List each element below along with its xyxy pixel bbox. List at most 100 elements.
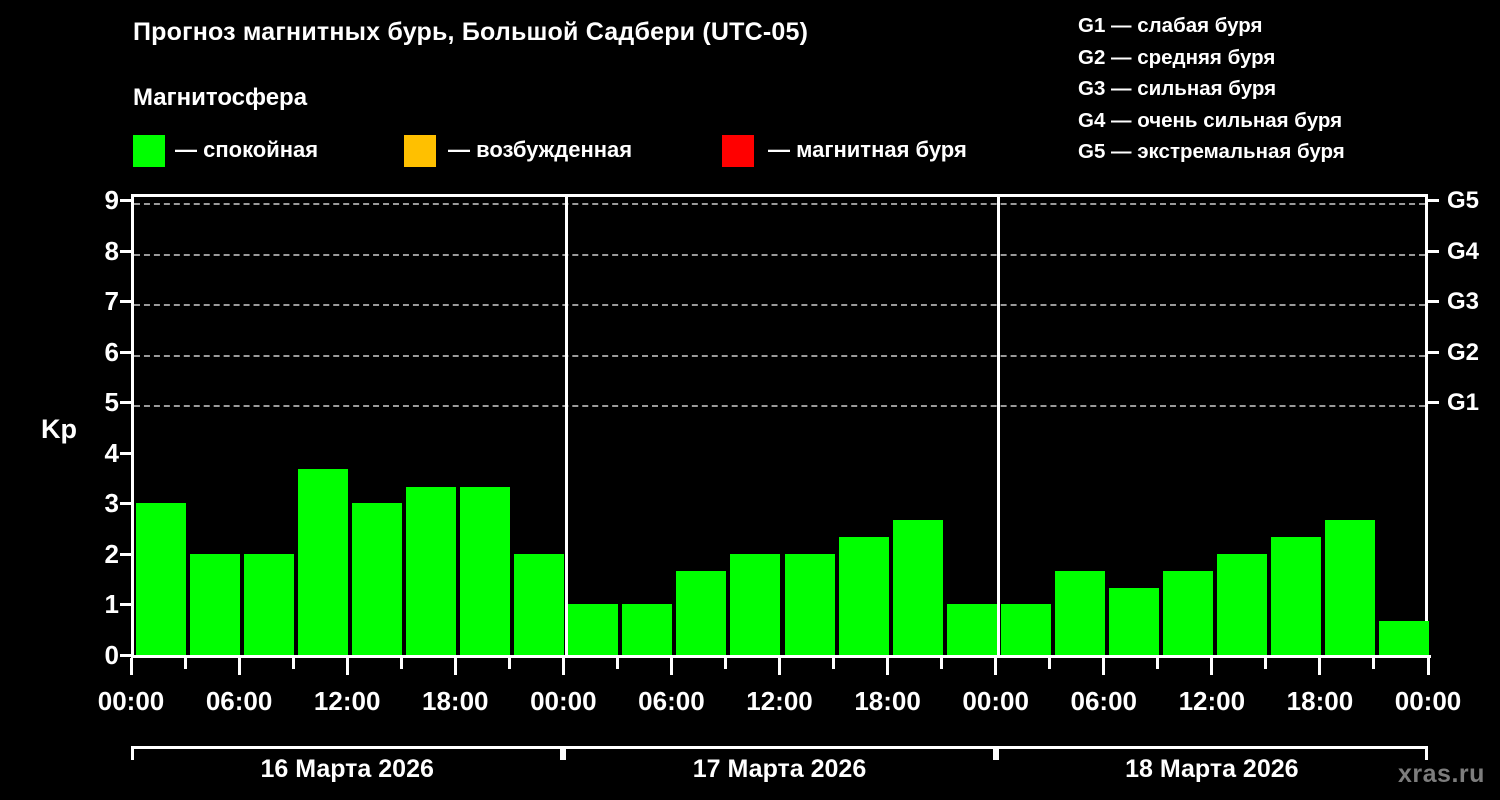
x-axis-time-label: 06:00 <box>638 686 705 716</box>
bar <box>136 503 187 655</box>
x-axis-tick <box>994 658 998 675</box>
gscale-axis-label: G3 <box>1447 288 1480 316</box>
y-axis-tick <box>120 552 131 556</box>
x-axis-time-label: 12:00 <box>746 686 813 716</box>
x-axis-tick <box>507 658 511 669</box>
gscale-axis-label: G2 <box>1447 338 1480 366</box>
gridline <box>134 304 1425 307</box>
day-label: 18 Марта 2026 <box>1125 755 1299 783</box>
bar <box>1108 587 1159 655</box>
watermark: xras.ru <box>1398 760 1485 788</box>
y-axis-title: Kp <box>41 414 77 444</box>
x-axis-tick <box>399 658 403 669</box>
y-axis-tick <box>120 350 131 354</box>
bar <box>1270 537 1321 655</box>
y-axis-tick <box>120 199 131 202</box>
x-axis-tick <box>1318 658 1322 675</box>
y-axis-tick-label: 8 <box>104 235 119 266</box>
gridline <box>134 253 1425 256</box>
x-axis-time-label: 18:00 <box>1286 686 1354 716</box>
y-axis-tick-label: 2 <box>104 538 119 569</box>
x-axis-tick <box>129 658 133 675</box>
x-axis-time-label: 18:00 <box>422 686 489 716</box>
x-axis-time-label: 00:00 <box>530 686 597 716</box>
bar-series <box>134 197 1429 655</box>
x-axis-time-label: 00:00 <box>97 686 165 716</box>
bar <box>244 553 295 655</box>
day-range-rule <box>563 746 996 760</box>
x-axis-time-label: 00:00 <box>1394 686 1462 716</box>
x-axis-tick <box>1264 658 1268 669</box>
y-axis-tick <box>120 401 131 405</box>
y-axis-tick <box>120 451 131 455</box>
bar <box>352 503 403 655</box>
gscale-axis-label: G4 <box>1447 237 1480 265</box>
bar <box>622 604 673 655</box>
y-axis-tick <box>120 603 131 607</box>
bar <box>460 486 511 655</box>
day-label: 16 Марта 2026 <box>260 755 434 783</box>
x-axis-tick <box>345 658 349 675</box>
x-axis-tick <box>183 658 187 669</box>
right-axis-tick <box>1428 199 1439 202</box>
magnetosphere-heading: Магнитосфера <box>133 84 308 111</box>
gridline <box>134 203 1425 205</box>
bar <box>730 553 781 655</box>
bar <box>892 520 943 655</box>
day-separator <box>997 197 1001 655</box>
bar <box>838 537 889 655</box>
plot-area <box>131 194 1429 655</box>
bar <box>568 604 619 655</box>
x-axis-time-label: 00:00 <box>962 686 1029 716</box>
y-axis-tick <box>120 300 131 304</box>
bar <box>298 469 349 655</box>
gscale-legend-item: G1 — слабая буря <box>1078 14 1263 37</box>
y-axis-tick-label: 0 <box>104 640 119 670</box>
y-axis-tick-label: 9 <box>104 185 119 215</box>
right-axis-tick <box>1428 249 1439 253</box>
x-axis-tick <box>778 658 781 675</box>
legend-label-calm: — спокойная <box>175 137 319 162</box>
day-range-rule <box>131 746 564 760</box>
x-axis-tick <box>1210 658 1214 675</box>
bar <box>1162 570 1213 655</box>
day-separator <box>564 197 568 655</box>
bar <box>1000 604 1051 655</box>
x-axis-time-label: 12:00 <box>313 686 381 716</box>
y-axis-tick-label: 1 <box>104 589 119 620</box>
x-axis-tick <box>1102 658 1106 675</box>
gscale-legend-item: G4 — очень сильная буря <box>1078 108 1343 132</box>
legend-label-storm: — магнитная буря <box>768 137 967 162</box>
gridline <box>134 405 1425 408</box>
y-axis-tick <box>120 502 131 506</box>
day-label: 17 Марта 2026 <box>692 755 867 783</box>
y-axis-tick-label: 4 <box>104 437 119 468</box>
x-axis-time-label: 18:00 <box>854 686 921 716</box>
bar <box>1324 520 1375 655</box>
gridline <box>134 354 1425 357</box>
x-axis-tick <box>291 658 295 669</box>
x-axis-time-label: 06:00 <box>1070 686 1138 716</box>
bar <box>514 553 565 655</box>
x-axis-tick <box>453 658 457 675</box>
gscale-legend: G1 — слабая буря G2 — средняя буря G3 — … <box>1078 10 1498 168</box>
x-axis-tick <box>561 658 565 675</box>
gscale-legend-item: G3 — сильная буря <box>1078 77 1277 100</box>
x-axis-tick <box>1048 658 1052 669</box>
bar <box>406 486 457 655</box>
y-axis-tick-label: 6 <box>104 336 119 367</box>
bar <box>190 553 241 655</box>
right-axis-tick <box>1428 300 1439 304</box>
red-square-swatch-icon <box>722 135 754 167</box>
x-axis-tick <box>886 658 890 675</box>
x-axis-tick <box>237 658 241 675</box>
x-axis-tick <box>832 658 836 669</box>
x-axis-tick <box>1156 658 1160 669</box>
page-title: Прогноз магнитных бурь, Большой Садбери … <box>133 18 809 46</box>
x-axis-time-label: 12:00 <box>1178 686 1246 716</box>
x-axis-tick <box>1372 658 1376 669</box>
y-axis-tick <box>120 654 131 657</box>
bar <box>1378 621 1429 655</box>
right-axis-tick <box>1428 350 1439 354</box>
